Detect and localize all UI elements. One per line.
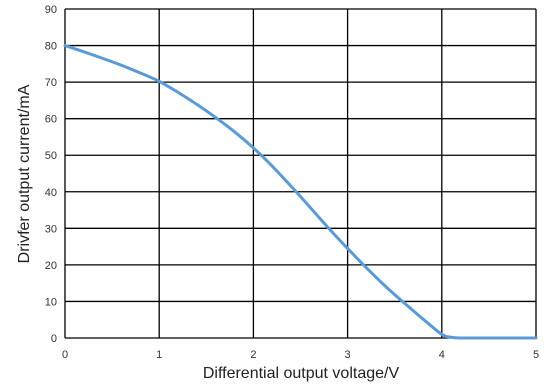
y-tick-label: 20 <box>45 260 57 272</box>
y-tick-label: 90 <box>45 4 57 16</box>
x-tick-label: 1 <box>156 349 162 361</box>
x-tick-label: 4 <box>439 349 445 361</box>
x-tick-label: 5 <box>533 349 539 361</box>
y-tick-label: 0 <box>51 333 57 345</box>
x-tick-label: 0 <box>62 349 68 361</box>
y-tick-label: 60 <box>45 114 57 126</box>
grid-lines <box>64 8 537 339</box>
y-tick-label: 50 <box>45 150 57 162</box>
series-line <box>63 44 538 340</box>
y-tick-label: 80 <box>45 41 57 53</box>
y-axis-ticks: 0 10 20 30 40 50 60 70 80 90 <box>45 4 57 345</box>
y-tick-label: 70 <box>45 77 57 89</box>
x-tick-label: 2 <box>250 349 256 361</box>
y-axis-title: Drivfer output current/mA <box>16 84 33 263</box>
y-tick-label: 30 <box>45 223 57 235</box>
series-group <box>63 44 538 340</box>
y-tick-label: 10 <box>45 296 57 308</box>
x-tick-label: 3 <box>345 349 351 361</box>
y-tick-label: 40 <box>45 187 57 199</box>
x-axis-ticks: 0 1 2 3 4 5 <box>62 349 539 361</box>
x-axis-title: Differential output voltage/V <box>203 365 400 382</box>
